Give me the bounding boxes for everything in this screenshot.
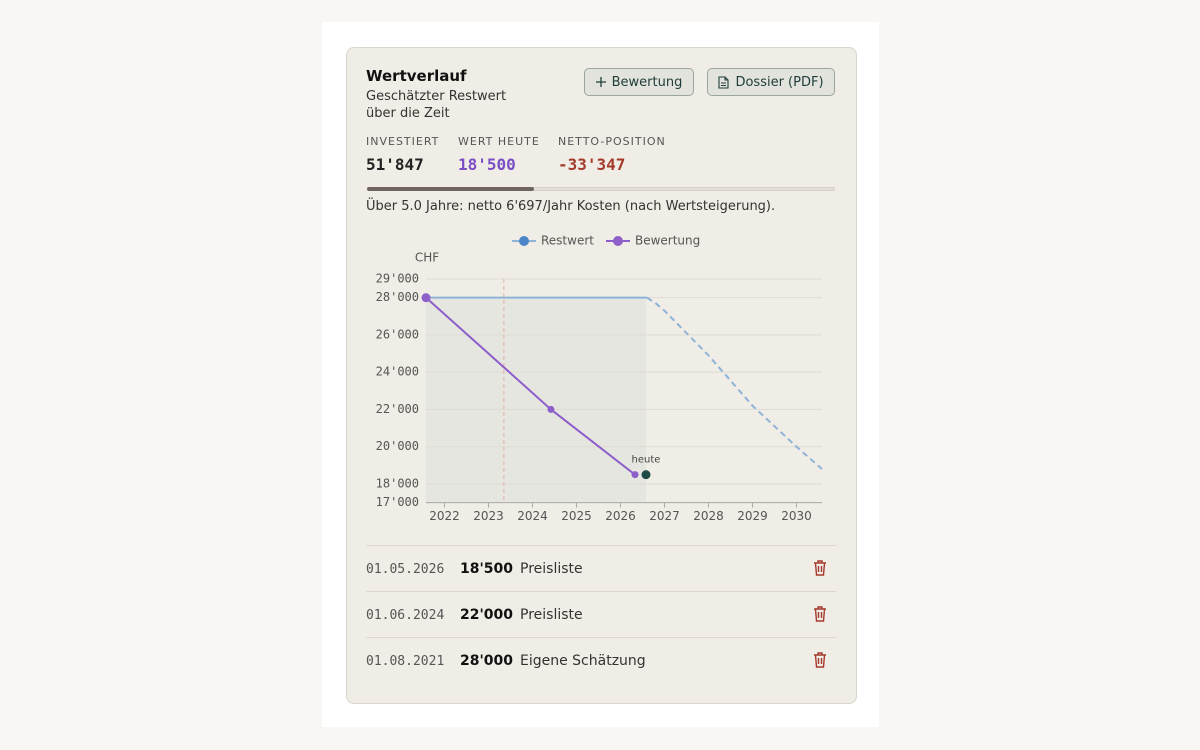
entry-source: Preisliste	[520, 607, 583, 623]
entry-row: 01.05.2026 18'500 Preisliste	[366, 545, 836, 592]
x-tick-label: 2028	[693, 509, 724, 523]
entry-value: 18'500	[460, 561, 513, 577]
stat-value: 51'847	[366, 155, 424, 174]
entry-date: 01.06.2024	[366, 607, 445, 623]
plus-icon	[595, 77, 606, 87]
y-tick-label: 24'000	[376, 365, 419, 379]
x-tick-label: 2026	[605, 509, 636, 523]
entry-source: Preisliste	[520, 561, 583, 577]
x-tick-label: 2025	[561, 509, 592, 523]
y-tick-label: 18'000	[376, 476, 419, 490]
today-point	[641, 470, 651, 480]
legend-label: Restwert	[541, 234, 594, 248]
delete-button[interactable]	[814, 652, 826, 668]
y-tick-label: 22'000	[376, 402, 419, 416]
subtitle: Geschätzter Restwert über die Zeit	[366, 89, 507, 121]
y-tick-label: 17'000	[376, 495, 419, 509]
stat-value: 18'500	[458, 155, 516, 174]
summary: Über 5.0 Jahre: netto 6'697/Jahr Kosten …	[366, 199, 776, 214]
y-tick-label: 26'000	[376, 327, 419, 341]
chart: 17'000 18'000 20'000 22'000 24'000 26'000 28'0…	[376, 234, 823, 523]
stat-label: NETTO-POSITION	[558, 135, 666, 148]
y-tick-label: 20'000	[376, 439, 419, 453]
legend-dot	[612, 236, 623, 246]
x-tick-label: 2029	[737, 509, 768, 523]
entry-date: 01.05.2026	[366, 561, 445, 577]
delete-icons	[814, 560, 826, 668]
y-tick-label: 28'000	[376, 290, 419, 304]
entry-date: 01.08.2021	[366, 653, 445, 669]
x-tick-label: 2022	[429, 509, 460, 523]
legend-label: Bewertung	[635, 234, 700, 248]
entry-source: Eigene Schätzung	[520, 653, 646, 669]
file-icon	[718, 75, 730, 89]
legend-dot	[519, 236, 529, 246]
entry-value: 22'000	[460, 607, 513, 623]
add-valuation-button[interactable]: Bewertung	[584, 68, 694, 96]
delete-button[interactable]	[814, 606, 826, 622]
dossier-button[interactable]: Dossier (PDF)	[707, 68, 835, 96]
point	[421, 293, 431, 303]
stat-label: WERT HEUTE	[458, 135, 540, 148]
entry-row: 01.08.2021 28'000 Eigene Schätzung	[366, 637, 836, 684]
point	[547, 405, 555, 413]
x-tick-label: 2023	[473, 509, 504, 523]
stat-label: INVESTIERT	[366, 135, 440, 148]
x-tick-label: 2027	[649, 509, 680, 523]
entry-row: 01.06.2024 22'000 Preisliste	[366, 591, 836, 638]
y-axis-label: CHF	[415, 251, 439, 265]
title: Wertverlauf	[366, 67, 467, 85]
button-label: Bewertung	[611, 74, 683, 90]
x-tick-label: 2024	[517, 509, 548, 523]
stat-value: -33'347	[558, 155, 626, 174]
button-label: Dossier (PDF)	[735, 74, 824, 90]
entry-value: 28'000	[460, 653, 513, 669]
point	[631, 471, 639, 479]
projection-line	[646, 296, 823, 470]
today-label: heute	[632, 455, 661, 466]
y-tick-label: 29'000	[376, 272, 419, 286]
x-tick-label: 2030	[781, 509, 812, 523]
past-region	[426, 297, 646, 503]
delete-button[interactable]	[814, 560, 826, 576]
progress-fill	[367, 187, 534, 191]
